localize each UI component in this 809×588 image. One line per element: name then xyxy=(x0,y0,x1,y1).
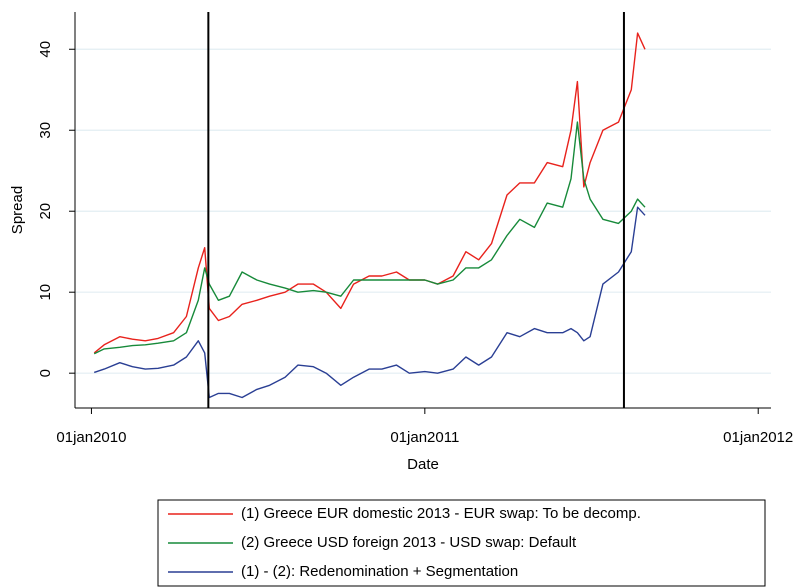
legend-box xyxy=(157,499,766,587)
y-tick-label: 40 xyxy=(37,41,54,58)
y-tick-label: 30 xyxy=(37,122,54,139)
x-tick-label: 01jan2011 xyxy=(390,429,459,446)
y-tick-label: 10 xyxy=(37,284,54,301)
series-line xyxy=(93,121,646,355)
legend-label: (1) - (2): Redenomination + Segmentation xyxy=(241,563,518,580)
x-tick-label: 01jan2010 xyxy=(56,429,126,446)
y-tick-label: 0 xyxy=(37,369,54,377)
y-axis-title: Spread xyxy=(9,186,26,234)
legend-label: (2) Greece USD foreign 2013 - USD swap: … xyxy=(241,534,577,551)
series-line xyxy=(93,32,646,354)
x-tick-label: 01jan2012 xyxy=(723,429,793,446)
x-axis-title: Date xyxy=(407,456,439,473)
y-tick-label: 20 xyxy=(37,203,54,220)
legend-label: (1) Greece EUR domestic 2013 - EUR swap:… xyxy=(241,505,641,522)
series-line xyxy=(93,206,646,399)
